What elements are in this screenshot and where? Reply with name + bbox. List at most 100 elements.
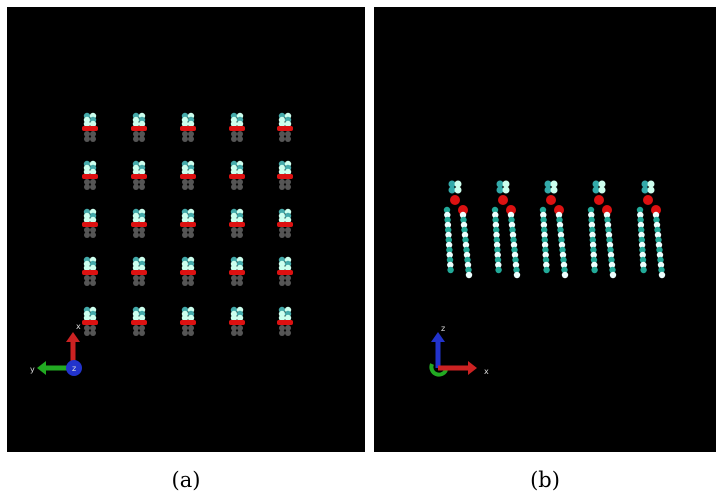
axis-label: x — [76, 322, 81, 331]
atom — [180, 126, 196, 131]
atom — [131, 126, 147, 131]
atom — [546, 195, 556, 205]
atom — [139, 232, 145, 238]
atom — [82, 222, 98, 227]
atom — [450, 195, 460, 205]
axis-label: x — [484, 367, 489, 376]
atom — [455, 187, 462, 194]
axis-label: z — [441, 324, 445, 333]
axis-label: z — [72, 364, 76, 373]
atom — [84, 136, 90, 142]
atom — [285, 232, 291, 238]
atom — [659, 272, 665, 278]
atom — [188, 330, 194, 336]
atom — [133, 232, 139, 238]
atom — [180, 270, 196, 275]
atom — [648, 187, 655, 194]
atom — [90, 136, 96, 142]
atom — [285, 136, 291, 142]
atom — [231, 330, 237, 336]
atom — [562, 272, 568, 278]
atom — [231, 184, 237, 190]
atom — [180, 222, 196, 227]
atom — [182, 330, 188, 336]
atom — [594, 195, 604, 205]
atom — [237, 330, 243, 336]
atom — [277, 320, 293, 325]
atom — [610, 272, 616, 278]
atom — [593, 181, 600, 188]
atom — [84, 280, 90, 286]
atom — [133, 136, 139, 142]
atom — [449, 181, 456, 188]
atom — [551, 187, 558, 194]
atom — [497, 187, 504, 194]
atom — [643, 195, 653, 205]
atom — [139, 184, 145, 190]
atom — [90, 232, 96, 238]
atom — [599, 187, 606, 194]
atom — [285, 330, 291, 336]
atom — [591, 267, 597, 273]
atom — [131, 222, 147, 227]
atom — [593, 187, 600, 194]
caption: (a) — [172, 468, 201, 492]
atom — [84, 184, 90, 190]
atom — [642, 181, 649, 188]
atom — [642, 187, 649, 194]
atom — [180, 320, 196, 325]
atom — [277, 222, 293, 227]
atom — [229, 174, 245, 179]
atom — [90, 330, 96, 336]
atom — [188, 232, 194, 238]
atom — [131, 270, 147, 275]
atom — [279, 330, 285, 336]
atom — [180, 174, 196, 179]
atom — [237, 136, 243, 142]
atom — [84, 330, 90, 336]
atom — [466, 272, 472, 278]
atom — [503, 187, 510, 194]
atom — [503, 181, 510, 188]
atom — [237, 232, 243, 238]
atom — [188, 280, 194, 286]
page: x y z z x (a) (b) (() => { const data = … — [0, 0, 722, 499]
atom — [139, 136, 145, 142]
atom — [545, 187, 552, 194]
atom — [188, 184, 194, 190]
atom — [188, 136, 194, 142]
atom — [182, 280, 188, 286]
atom — [599, 181, 606, 188]
atom — [229, 222, 245, 227]
atom — [229, 320, 245, 325]
atom — [229, 126, 245, 131]
atom — [498, 195, 508, 205]
atom — [514, 272, 520, 278]
atom — [285, 280, 291, 286]
atom — [90, 184, 96, 190]
atom — [131, 320, 147, 325]
atom — [182, 184, 188, 190]
atom — [90, 280, 96, 286]
atom — [133, 184, 139, 190]
atom — [84, 232, 90, 238]
atom — [279, 184, 285, 190]
atom — [82, 320, 98, 325]
atom — [455, 181, 462, 188]
atom — [648, 181, 655, 188]
atom — [545, 181, 552, 188]
atom — [279, 136, 285, 142]
atom — [231, 136, 237, 142]
atom — [497, 181, 504, 188]
atom — [277, 126, 293, 131]
atom — [447, 267, 453, 273]
axis-label: y — [30, 365, 35, 374]
atom — [82, 270, 98, 275]
atom — [237, 280, 243, 286]
atom — [231, 280, 237, 286]
atom — [133, 280, 139, 286]
atom — [231, 232, 237, 238]
atom — [229, 270, 245, 275]
atom — [133, 330, 139, 336]
atom — [449, 187, 456, 194]
